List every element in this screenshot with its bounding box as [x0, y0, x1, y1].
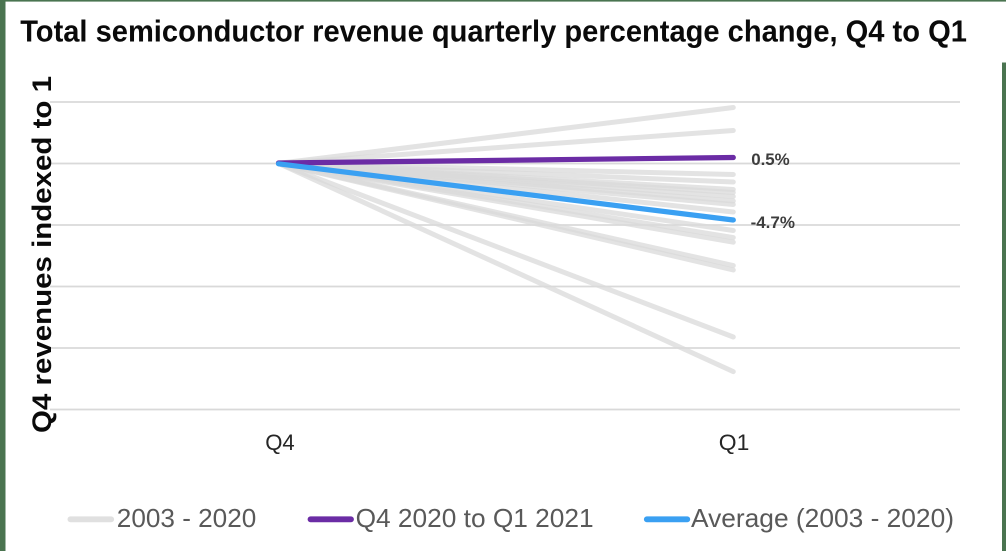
svg-text:2003 - 2020: 2003 - 2020 [117, 503, 256, 533]
svg-text:Q4: Q4 [265, 430, 295, 455]
svg-text:Total semiconductor revenue qu: Total semiconductor revenue quarterly pe… [20, 15, 967, 48]
svg-text:Q4 2020 to Q1 2021: Q4 2020 to Q1 2021 [356, 503, 594, 533]
svg-text:-4.7%: -4.7% [751, 213, 795, 232]
svg-text:Q4 revenues indexed to 1: Q4 revenues indexed to 1 [27, 76, 57, 433]
svg-text:0.5%: 0.5% [751, 150, 790, 169]
svg-text:Average (2003 - 2020): Average (2003 - 2020) [691, 503, 954, 533]
svg-text:Q1: Q1 [719, 430, 750, 455]
